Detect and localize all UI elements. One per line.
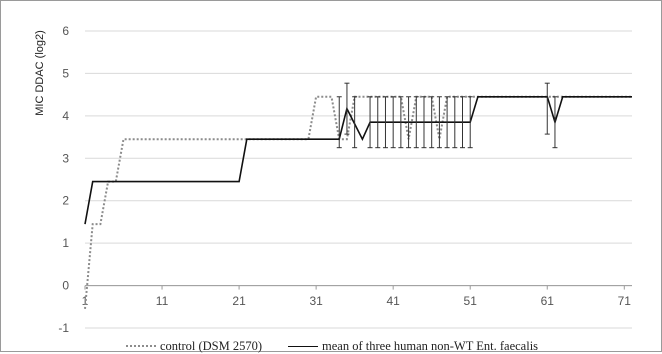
grid-layer xyxy=(85,30,632,329)
series-line-mean xyxy=(84,96,632,225)
errorbar-layer xyxy=(336,82,558,149)
y-tick-label-0: -1 xyxy=(58,321,69,335)
series-layer xyxy=(84,95,632,309)
x-tick-label-7: 71 xyxy=(618,294,632,308)
y-tick-label-6: 5 xyxy=(62,66,69,80)
x-tick-label-1: 11 xyxy=(156,294,169,308)
legend-label-mean: mean of three human non-WT Ent. faecalis xyxy=(322,338,539,353)
y-tick-label-2: 1 xyxy=(62,236,69,250)
legend: control (DSM 2570) mean of three human n… xyxy=(1,338,662,354)
y-tick-label-4: 3 xyxy=(62,151,69,165)
x-tick-label-4: 41 xyxy=(386,294,400,308)
x-tick-label-2: 21 xyxy=(232,294,246,308)
y-tick-label-3: 2 xyxy=(62,194,69,208)
x-tick-label-0: 1 xyxy=(82,294,89,308)
series-line-control xyxy=(84,95,632,309)
y-tick-label-1: 0 xyxy=(62,279,69,293)
x-tick-label-5: 51 xyxy=(464,294,478,308)
y-tick-label-5: 4 xyxy=(62,109,69,123)
x-tick-label-6: 61 xyxy=(541,294,555,308)
legend-item-control: control (DSM 2570) xyxy=(125,338,263,354)
x-tick-label-3: 31 xyxy=(309,294,323,308)
y-axis-title: MIC DDAC (log2) xyxy=(34,30,46,116)
legend-swatch-solid xyxy=(288,345,319,347)
legend-item-mean: mean of three human non-WT Ent. faecalis xyxy=(288,339,538,354)
legend-swatch-dotted xyxy=(125,345,156,347)
legend-label-control: control (DSM 2570) xyxy=(159,338,263,353)
y-tick-label-7: 6 xyxy=(62,24,69,38)
